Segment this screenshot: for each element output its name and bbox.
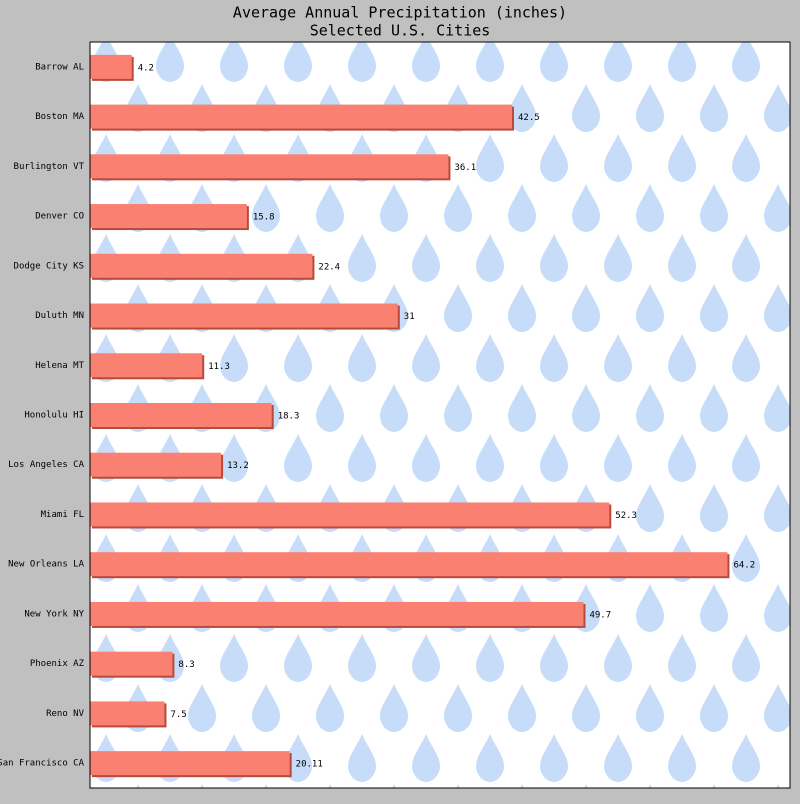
y-tick-label: Boston MA (35, 112, 84, 122)
bar (90, 353, 203, 378)
y-tick-label: Duluth MN (35, 311, 84, 321)
value-label: 8.3 (178, 660, 194, 670)
y-tick-label: Dodge City KS (14, 261, 84, 271)
y-tick-label: Miami FL (41, 510, 84, 520)
bar (90, 403, 272, 427)
bar (90, 701, 165, 726)
bar (90, 651, 173, 676)
bar (90, 104, 512, 129)
value-label: 31 (404, 312, 415, 322)
value-label: 15.8 (253, 213, 275, 223)
chart-subtitle: Selected U.S. Cities (310, 22, 491, 40)
chart-title: Average Annual Precipitation (inches) (233, 4, 567, 22)
bar (90, 552, 728, 577)
bar (90, 54, 132, 79)
value-label: 18.3 (278, 412, 300, 422)
value-label: 42.5 (518, 113, 540, 123)
y-tick-label: Los Angeles CA (8, 460, 84, 470)
value-label: 11.3 (208, 362, 230, 372)
value-label: 22.4 (318, 262, 340, 272)
bar (90, 253, 313, 278)
y-tick-label: Barrow AL (35, 62, 84, 72)
y-tick-label: New York NY (24, 609, 84, 619)
y-tick-label: San Francisco CA (0, 759, 85, 769)
value-label: 36.1 (454, 163, 476, 173)
y-tick-label: Burlington VT (14, 162, 85, 172)
y-tick-label: Phoenix AZ (30, 659, 85, 669)
y-tick-label: Reno NV (46, 709, 85, 719)
y-tick-label: New Orleans LA (8, 560, 84, 570)
bar (90, 204, 247, 229)
value-label: 20.11 (296, 760, 323, 770)
bar (90, 502, 610, 527)
y-tick-label: Helena MT (35, 361, 84, 371)
value-label: 13.2 (227, 461, 249, 471)
bar (90, 601, 584, 626)
value-label: 49.7 (589, 610, 611, 620)
value-label: 4.2 (138, 63, 154, 73)
y-tick-label: Honolulu HI (24, 411, 84, 421)
bar (90, 751, 290, 776)
bar (90, 154, 449, 179)
bar (90, 303, 398, 328)
bar (90, 452, 222, 477)
value-label: 64.2 (733, 561, 755, 571)
marks: Barrow AL 4.2 Boston MA 42.5 Burlington VT 36… (0, 54, 755, 778)
y-tick-label: Denver CO (35, 212, 84, 222)
plot-border (89, 41, 791, 789)
value-label: 52.3 (615, 511, 637, 521)
value-label: 7.5 (170, 710, 186, 720)
